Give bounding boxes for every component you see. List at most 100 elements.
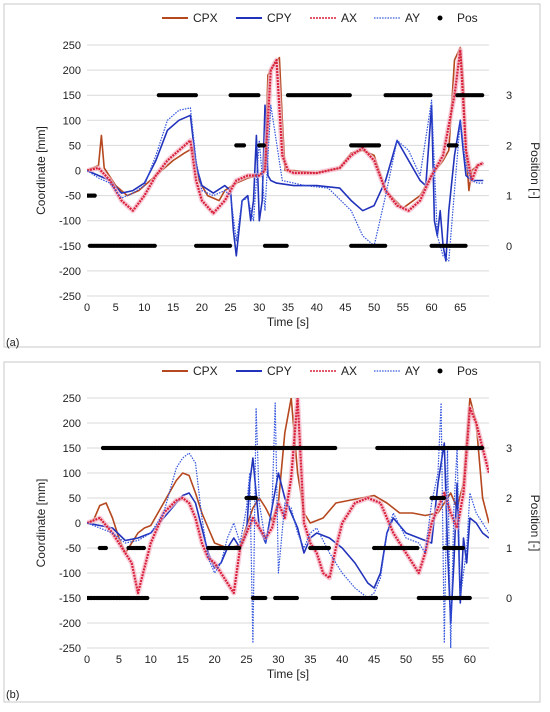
plot-area	[87, 46, 485, 262]
x-axis-label: Time [s]	[267, 667, 309, 681]
series-line-ax	[87, 398, 489, 595]
legend-label-ay: AY	[405, 364, 420, 378]
pos-point	[284, 243, 289, 248]
y-tick-label: 50	[69, 140, 81, 152]
pos-point	[253, 495, 258, 501]
x-tick-label: 5	[113, 302, 119, 314]
y-tick-label: 200	[63, 418, 81, 430]
legend-label-ax: AX	[341, 11, 357, 25]
x-tick-label: 40	[336, 654, 348, 666]
x-tick-label: 50	[400, 654, 412, 666]
series-line-cpy	[87, 104, 484, 262]
pos-point	[441, 495, 446, 501]
y-tick-label: 150	[63, 90, 81, 102]
y2-tick-label: 0	[506, 241, 512, 253]
x-tick-label: 20	[196, 302, 208, 314]
legend-label-cpy: CPY	[267, 11, 292, 25]
legend-label-cpx: CPX	[193, 11, 218, 25]
y-tick-label: -150	[59, 241, 81, 253]
panel-a-frame	[3, 3, 541, 348]
legend: CPX CPY AX AY Pos	[162, 364, 478, 378]
pos-point	[145, 595, 150, 601]
pos-point	[92, 193, 97, 198]
legend-label-cpx: CPX	[193, 364, 218, 378]
y2-tick-label: 3	[506, 90, 512, 102]
y-tick-label: 50	[69, 493, 81, 505]
x-tick-label: 55	[397, 302, 409, 314]
pos-point	[480, 93, 485, 98]
y2-tick-label: 0	[506, 593, 512, 605]
y-tick-label: 100	[63, 468, 81, 480]
pos-point	[480, 445, 485, 451]
pos-point	[224, 595, 229, 601]
pos-point	[193, 93, 198, 98]
pos-point	[261, 143, 266, 148]
y2-tick-label: 1	[506, 543, 512, 555]
pos-point	[454, 143, 459, 148]
legend-label-cpy: CPY	[267, 364, 292, 378]
series-pos-markers	[87, 445, 485, 601]
pos-point	[263, 595, 268, 601]
legend-swatch-pos	[437, 15, 443, 21]
y-tick-label: -50	[65, 543, 81, 555]
y-tick-label: -50	[65, 191, 81, 203]
series-line-ax	[87, 48, 484, 215]
y-tick-label: 0	[75, 166, 81, 178]
panel-b-label: (b)	[6, 689, 19, 701]
pos-point	[256, 93, 261, 98]
pos-point	[294, 595, 299, 601]
y2-axis-label: Position [-]	[528, 495, 542, 552]
y-tick-label: -250	[59, 291, 81, 303]
series-pos-markers	[87, 93, 485, 248]
pos-point	[103, 545, 108, 551]
x-tick-label: 30	[272, 654, 284, 666]
pos-point	[347, 93, 352, 98]
x-tick-label: 10	[145, 654, 157, 666]
y-tick-label: -250	[59, 643, 81, 655]
y-tick-label: 250	[63, 40, 81, 52]
x-tick-label: 40	[311, 302, 323, 314]
y-tick-label: -100	[59, 568, 81, 580]
x-tick-label: 45	[368, 654, 380, 666]
y-tick-label: 250	[63, 393, 81, 405]
x-tick-label: 0	[84, 302, 90, 314]
y-tick-label: 0	[75, 518, 81, 530]
x-tick-label: 25	[240, 654, 252, 666]
x-tick-label: 25	[224, 302, 236, 314]
pos-point	[428, 93, 433, 98]
x-tick-label: 60	[464, 654, 476, 666]
legend: CPX CPY AX AY Pos	[162, 11, 478, 25]
x-tick-label: 20	[208, 654, 220, 666]
pos-point	[383, 243, 388, 248]
legend-swatch-pos	[437, 368, 443, 374]
x-axis-label: Time [s]	[267, 315, 309, 329]
pos-point	[326, 545, 331, 551]
y-tick-label: -150	[59, 593, 81, 605]
y2-tick-label: 3	[506, 443, 512, 455]
legend-label-pos: Pos	[457, 11, 478, 25]
pos-point	[228, 243, 233, 248]
pos-point	[333, 445, 338, 451]
pos-point	[415, 545, 420, 551]
pos-point	[373, 595, 379, 601]
x-tick-label: 15	[167, 302, 179, 314]
pos-point	[141, 545, 146, 551]
x-tick-label: 5	[116, 654, 122, 666]
x-tick-label: 10	[138, 302, 150, 314]
y2-tick-label: 1	[506, 191, 512, 203]
pos-point	[241, 143, 247, 148]
pos-point	[460, 545, 465, 551]
x-tick-label: 50	[368, 302, 380, 314]
x-tick-label: 55	[432, 654, 444, 666]
y2-tick-label: 2	[506, 493, 512, 505]
y-axis-label: Coordinate [mm]	[34, 479, 48, 568]
y-tick-label: -100	[59, 216, 81, 228]
series-line-ay	[87, 99, 484, 262]
pos-point	[463, 243, 468, 248]
y-tick-label: -200	[59, 618, 81, 630]
pos-point	[467, 595, 472, 601]
